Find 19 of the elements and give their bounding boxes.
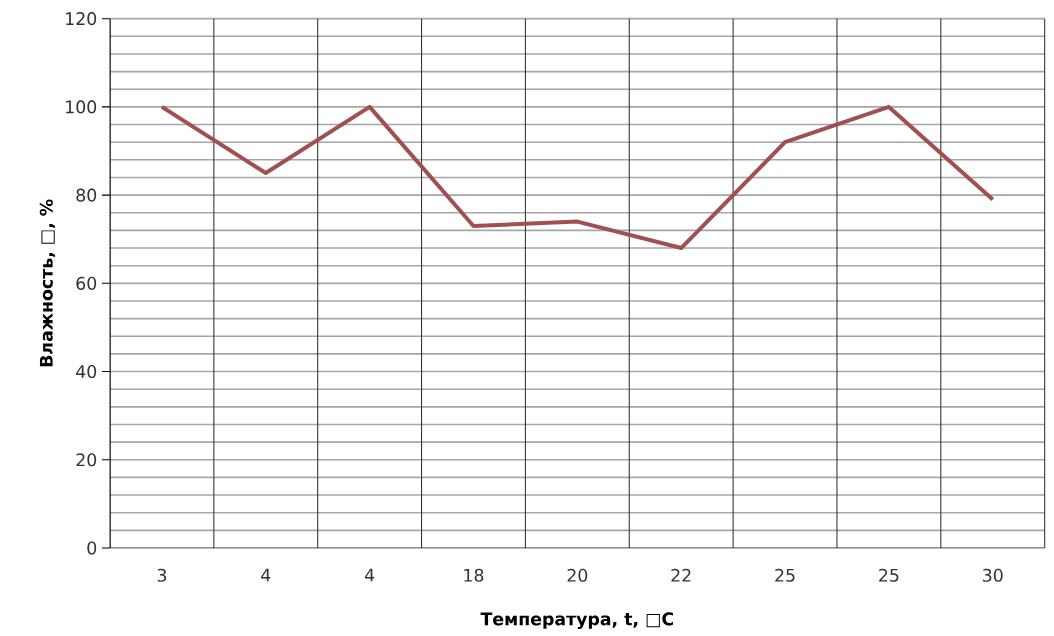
x-tick-label: 20: [567, 568, 588, 582]
line-series: [159, 104, 995, 251]
y-tick-label: 0: [87, 541, 97, 555]
y-tick-label: 120: [66, 12, 97, 26]
y-axis-title: Влажность, □, %: [39, 199, 56, 367]
x-tick-label: 4: [364, 568, 375, 582]
x-tick-label: 25: [879, 568, 899, 582]
x-tick-label: 4: [261, 568, 271, 582]
y-tick-label: 80: [76, 188, 97, 202]
y-tick-label: 20: [76, 453, 97, 467]
x-tick-label: 22: [671, 568, 691, 582]
x-axis-title: Температура, t, □C: [480, 612, 674, 629]
y-tick-label: 100: [66, 100, 97, 114]
x-tick-label: 30: [983, 568, 1003, 582]
y-tick-label: 40: [76, 365, 97, 379]
y-tick-label: 60: [76, 276, 97, 290]
x-tick-label: 18: [464, 568, 484, 582]
x-tick-label: 3: [157, 568, 167, 582]
x-tick-label: 25: [775, 568, 795, 582]
